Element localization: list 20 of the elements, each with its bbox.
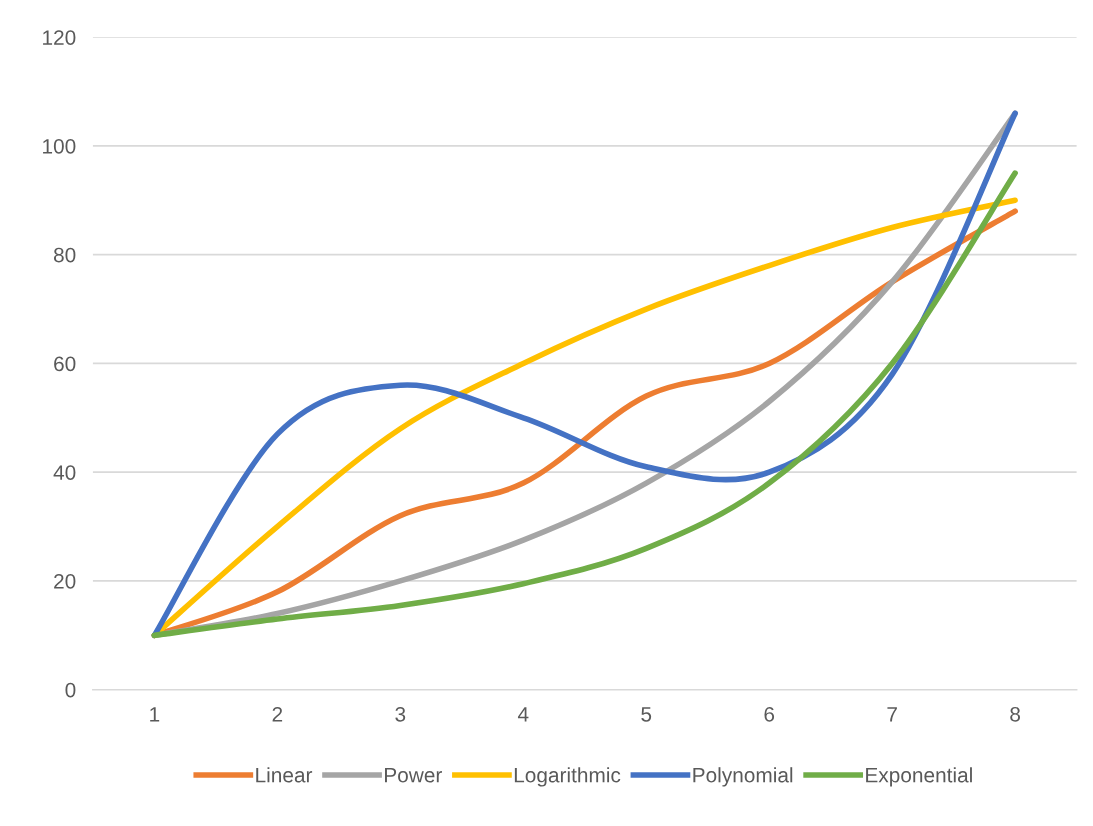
legend-label: Linear (256, 767, 313, 783)
legend-label: Polynomial (693, 767, 793, 787)
legend-label: Power (385, 767, 442, 783)
x-tick-label: 6 (764, 706, 775, 722)
x-tick-label: 2 (272, 706, 283, 722)
legend-label: Logarithmic (514, 767, 621, 787)
y-tick-label: 40 (53, 465, 76, 480)
y-tick-label: 120 (43, 30, 76, 45)
x-tick-label: 8 (1010, 706, 1021, 722)
legend-label: Exponential (866, 767, 972, 787)
x-tick-label: 3 (395, 706, 406, 722)
y-tick-label: 20 (54, 573, 76, 589)
x-tick-label: 1 (150, 707, 160, 722)
y-tick-label: 0 (65, 682, 76, 698)
y-tick-label: 60 (54, 356, 76, 372)
x-tick-label: 5 (641, 707, 652, 722)
y-tick-label: 100 (43, 138, 76, 154)
x-tick-label: 7 (887, 707, 897, 722)
x-tick-label: 4 (517, 707, 529, 722)
y-tick-label: 80 (53, 247, 76, 263)
